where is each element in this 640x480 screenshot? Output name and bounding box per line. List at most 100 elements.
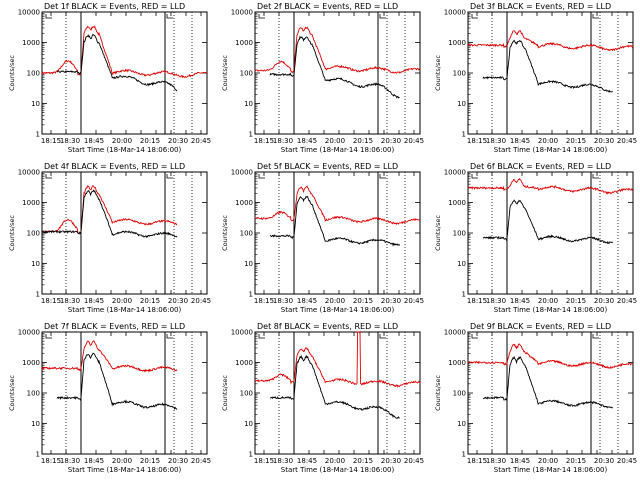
y-tick-label: 10 [31, 100, 40, 108]
panel-title: Det 5f BLACK = Events, RED = LLD [257, 162, 398, 171]
panel-1: Det 1f BLACK = Events, RED = LLD 1 10 100 10… [8, 2, 211, 154]
plot-frame [41, 171, 208, 295]
plot-frame [41, 11, 208, 135]
x-tick-label: 20:00 [112, 457, 132, 465]
x-tick-label: 20:00 [112, 297, 132, 305]
y-axis-label: Counts/sec [221, 375, 229, 411]
x-axis-label: Start Time (18-Mar-14 18:06:00) [494, 146, 608, 154]
x-tick-label: 18:45 [510, 137, 530, 145]
x-tick-label: 20:45 [617, 457, 637, 465]
panel-title: Det 1f BLACK = Events, RED = LLD [44, 2, 185, 11]
y-tick-label: 10 [31, 260, 40, 268]
events-series-line [269, 354, 400, 419]
y-tick-label: 1 [462, 291, 466, 299]
lld-series-line [467, 343, 633, 370]
x-tick-label: 18:30 [273, 297, 293, 305]
lld-series-line [254, 26, 421, 74]
x-tick-label: 18:15 [41, 457, 61, 465]
y-tick-label: 1 [36, 131, 40, 139]
x-tick-label: 20:15 [566, 297, 586, 305]
x-tick-label: 18:45 [510, 457, 530, 465]
lld-series-line [467, 29, 634, 52]
plot-frame [254, 331, 421, 455]
y-tick-label: 10000 [18, 169, 40, 177]
y-tick-label: 10 [244, 100, 253, 108]
x-tick-label: 20:00 [325, 457, 345, 465]
interval-mark-left [258, 174, 265, 179]
y-tick-label: 1000 [448, 39, 466, 47]
x-tick-label: 18:30 [60, 457, 80, 465]
events-series-line [482, 355, 613, 409]
y-axis-label: Counts/sec [8, 215, 16, 251]
x-tick-label: 20:00 [112, 137, 132, 145]
lld-series-line [467, 178, 634, 195]
panel-4: Det 4f BLACK = Events, RED = LLD 1 10 100 10… [8, 162, 211, 314]
events-series-line [41, 189, 178, 239]
x-tick-label: 20:30 [381, 297, 401, 305]
x-tick-label: 18:15 [41, 137, 61, 145]
interval-mark-left [471, 334, 478, 339]
y-tick-label: 1 [249, 451, 253, 459]
x-tick-label: 18:15 [254, 297, 274, 305]
events-series-line [482, 39, 613, 93]
interval-mark-right [379, 334, 386, 339]
y-tick-label: 100 [453, 390, 466, 398]
x-axis-label: Start Time (18-Mar-14 18:06:00) [68, 146, 182, 154]
x-tick-label: 20:15 [140, 137, 160, 145]
y-tick-label: 100 [27, 70, 40, 78]
interval-mark-left [45, 334, 52, 339]
x-axis-label: Start Time (18-Mar-14 18:06:00) [281, 306, 395, 314]
plot-frame [254, 171, 421, 295]
x-tick-label: 20:15 [353, 137, 373, 145]
x-tick-label: 18:45 [84, 137, 104, 145]
x-tick-label: 18:30 [273, 457, 293, 465]
x-tick-label: 20:30 [594, 137, 614, 145]
x-tick-label: 20:00 [325, 297, 345, 305]
y-tick-label: 10 [244, 260, 253, 268]
interval-mark-left [45, 14, 52, 19]
interval-mark-right [166, 334, 173, 339]
panel-title: Det 6f BLACK = Events, RED = LLD [470, 162, 611, 171]
y-tick-label: 100 [240, 230, 253, 238]
y-axis-label: Counts/sec [8, 55, 16, 91]
y-tick-label: 10 [457, 100, 466, 108]
y-axis-label: Counts/sec [434, 55, 442, 91]
y-tick-label: 10 [457, 420, 466, 428]
x-axis-label: Start Time (18-Mar-14 18:06:00) [494, 306, 608, 314]
x-tick-label: 18:45 [84, 297, 104, 305]
plot-frame [467, 171, 634, 295]
x-tick-label: 18:15 [41, 297, 61, 305]
x-tick-label: 18:45 [297, 457, 317, 465]
y-axis-label: Counts/sec [221, 55, 229, 91]
x-tick-label: 18:15 [254, 457, 274, 465]
y-tick-label: 1000 [235, 199, 253, 207]
events-series-line [56, 352, 178, 410]
x-tick-label: 20:00 [538, 297, 558, 305]
y-tick-label: 1000 [22, 39, 40, 47]
panel-title: Det 3f BLACK = Events, RED = LLD [470, 2, 611, 11]
y-tick-label: 1 [36, 291, 40, 299]
y-tick-label: 1000 [235, 39, 253, 47]
y-axis-label: Counts/sec [8, 375, 16, 411]
interval-mark-left [471, 174, 478, 179]
y-tick-label: 1 [462, 131, 466, 139]
x-tick-label: 20:15 [566, 457, 586, 465]
interval-mark-right [592, 334, 599, 339]
lld-series-line [41, 340, 178, 373]
x-tick-label: 20:00 [538, 457, 558, 465]
x-tick-label: 20:00 [538, 137, 558, 145]
x-tick-label: 20:45 [191, 297, 211, 305]
x-tick-label: 20:45 [617, 297, 637, 305]
events-series-line [269, 35, 400, 99]
plot-frame [254, 11, 421, 135]
x-tick-label: 20:30 [168, 457, 188, 465]
x-tick-label: 20:45 [191, 457, 211, 465]
x-tick-label: 20:30 [168, 297, 188, 305]
x-tick-label: 20:45 [191, 137, 211, 145]
y-axis-label: Counts/sec [221, 215, 229, 251]
panel-9: Det 9f BLACK = Events, RED = LLD 1 10 100 10… [434, 322, 637, 474]
x-tick-label: 20:30 [594, 457, 614, 465]
y-tick-label: 1000 [235, 359, 253, 367]
interval-mark-right [592, 14, 599, 19]
y-tick-label: 1 [36, 451, 40, 459]
